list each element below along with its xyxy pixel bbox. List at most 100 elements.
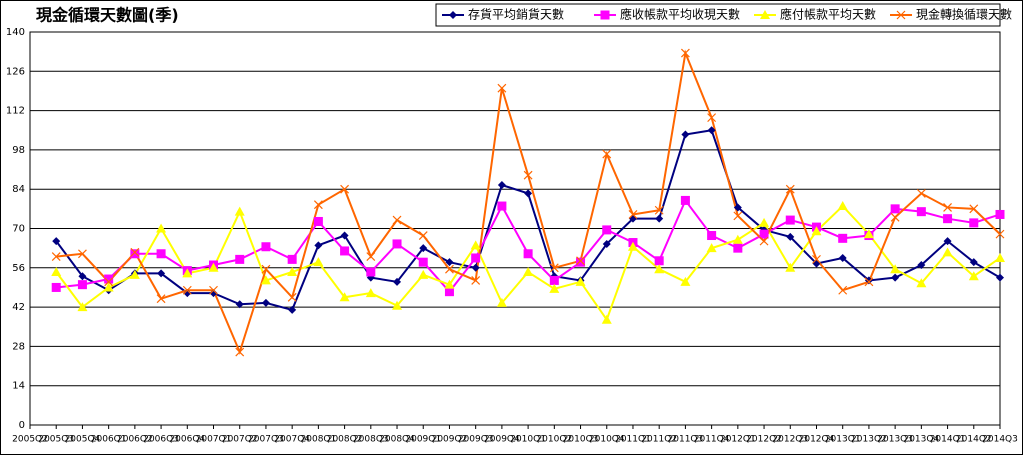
marker (497, 83, 507, 93)
marker (995, 229, 1005, 239)
x-tick-label: 2011Q3 (668, 435, 704, 445)
marker (77, 302, 88, 312)
marker (733, 211, 743, 221)
marker (864, 277, 874, 287)
marker (235, 254, 245, 264)
marker (896, 10, 906, 20)
marker (576, 257, 586, 267)
x-tick-label: 2006Q3 (143, 435, 179, 445)
marker (497, 180, 506, 189)
marker (496, 297, 507, 307)
marker (680, 276, 691, 286)
x-tick-label: 2014Q1 (930, 435, 966, 445)
marker (523, 267, 534, 277)
y-tick-label: 28 (12, 341, 25, 352)
marker (287, 292, 297, 302)
marker (943, 214, 953, 224)
marker (313, 200, 323, 210)
marker (706, 243, 717, 253)
marker (339, 292, 350, 302)
marker (130, 249, 140, 259)
marker (707, 231, 717, 241)
marker (943, 237, 952, 246)
marker (864, 276, 873, 285)
x-tick-label: 2006Q2 (117, 435, 153, 445)
y-tick-label: 112 (6, 106, 25, 117)
marker (209, 289, 218, 298)
marker (313, 216, 323, 226)
x-tick-label: 2010Q1 (510, 435, 546, 445)
marker (104, 277, 114, 287)
y-tick-label: 0 (19, 420, 25, 431)
x-tick-label: 2013Q4 (903, 435, 939, 445)
marker (103, 282, 114, 292)
legend-label: 應付帳款平均天數 (780, 7, 876, 22)
marker (602, 225, 612, 235)
x-tick-label: 2006Q4 (169, 435, 205, 445)
marker (209, 285, 218, 295)
marker (392, 239, 402, 249)
marker (51, 282, 61, 292)
marker (602, 149, 612, 159)
marker (890, 264, 901, 274)
marker (418, 257, 428, 267)
x-tick-label: 2008Q3 (353, 435, 389, 445)
marker (760, 10, 770, 19)
marker (654, 205, 664, 215)
x-tick-label: 2006Q1 (91, 435, 127, 445)
marker (130, 247, 140, 257)
marker (863, 229, 874, 239)
marker (78, 249, 87, 259)
x-tick-label: 2005Q3 (38, 435, 74, 445)
marker (471, 276, 481, 285)
marker (916, 207, 926, 217)
marker (759, 229, 769, 239)
marker (838, 253, 847, 262)
marker (627, 241, 638, 251)
marker (156, 294, 166, 304)
marker (497, 201, 507, 211)
marker (733, 203, 742, 212)
x-tick-label: 2010Q3 (563, 435, 599, 445)
marker (314, 241, 323, 250)
marker (393, 277, 402, 286)
marker (156, 249, 166, 259)
legend-label: 存貨平均銷貨天數 (468, 7, 564, 22)
marker (549, 263, 559, 273)
marker (785, 262, 796, 272)
marker (157, 269, 166, 278)
x-tick-label: 2014Q2 (956, 435, 992, 445)
marker (838, 233, 848, 243)
legend-label: 應收帳款平均收現天數 (620, 7, 740, 22)
x-tick-label: 2011Q4 (694, 435, 730, 445)
x-tick-label: 2011Q1 (615, 435, 651, 445)
marker (968, 271, 979, 281)
marker (235, 300, 244, 309)
marker (890, 212, 900, 222)
x-tick-label: 2008Q4 (379, 435, 415, 445)
marker (340, 231, 349, 240)
marker (261, 298, 270, 307)
marker (812, 254, 821, 264)
marker (418, 269, 429, 279)
x-tick-label: 2008Q1 (301, 435, 337, 445)
marker (681, 130, 690, 139)
marker (707, 126, 716, 135)
x-tick-label: 2005Q4 (65, 435, 101, 445)
marker (759, 217, 770, 227)
marker (444, 279, 455, 289)
y-tick-label: 42 (12, 302, 25, 313)
marker (680, 48, 690, 58)
marker (418, 231, 428, 240)
marker (78, 272, 87, 281)
x-tick-label: 2012Q2 (746, 435, 782, 445)
marker (261, 242, 271, 252)
marker (601, 314, 612, 324)
marker (549, 275, 559, 285)
x-tick-label: 2012Q1 (720, 435, 756, 445)
x-tick-label: 2007Q2 (222, 435, 258, 445)
x-tick-label: 2014Q3 (982, 435, 1018, 445)
x-tick-label: 2009Q2 (432, 435, 468, 445)
marker (392, 300, 403, 310)
marker (942, 247, 953, 257)
